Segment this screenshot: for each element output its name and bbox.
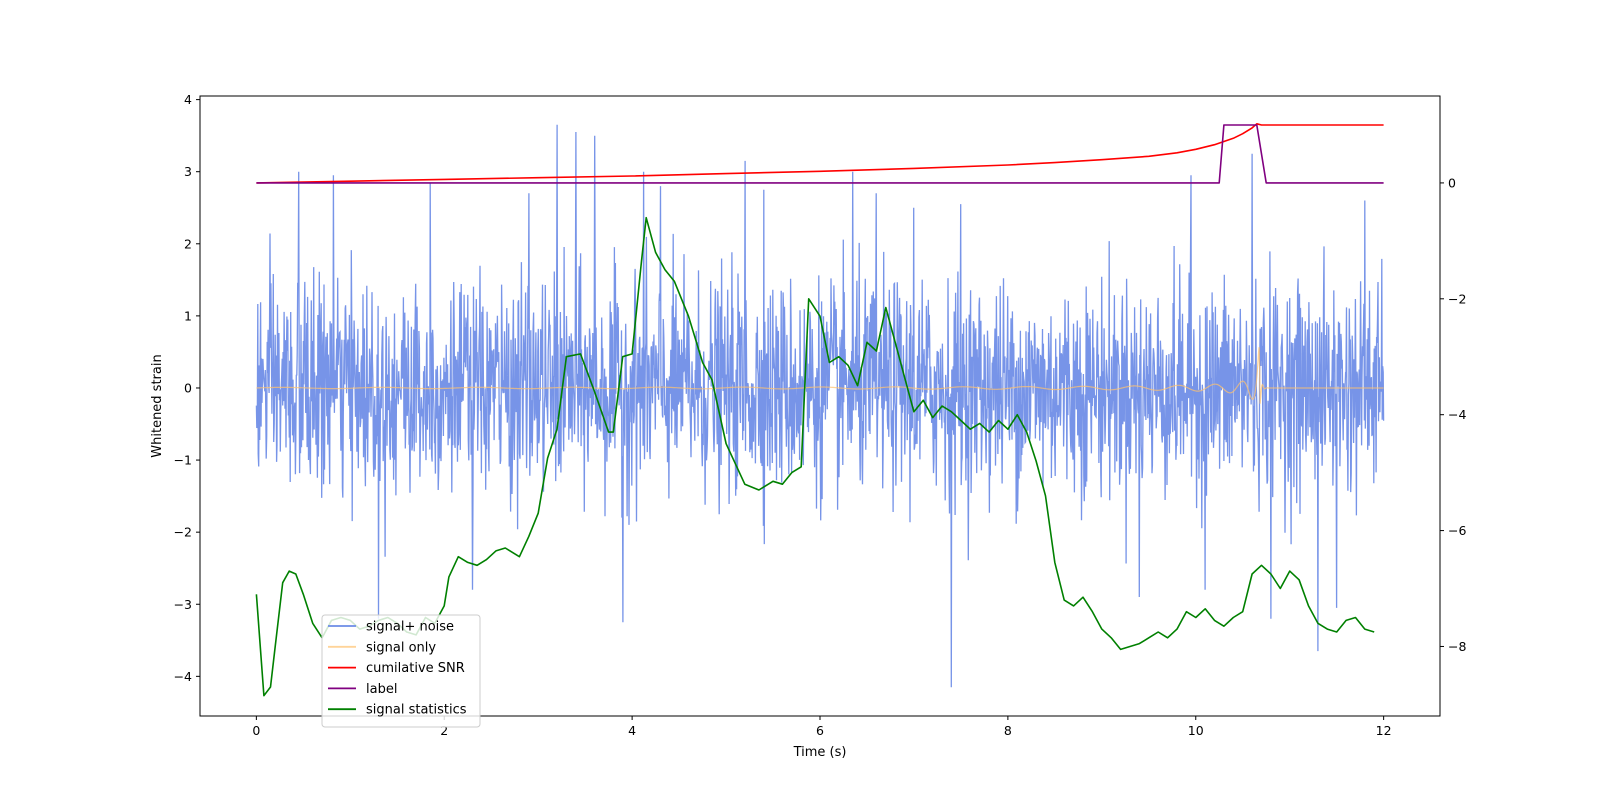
y-tick-label: −2 — [174, 525, 192, 540]
series-line-label — [256, 124, 1384, 184]
legend-label: signal+ noise — [366, 620, 454, 635]
x-tick-label: 2 — [440, 723, 448, 738]
y-tick-label: 0 — [184, 380, 192, 395]
legend-label: label — [366, 682, 397, 697]
y-tick-label: −4 — [174, 669, 192, 684]
x-tick-label: 8 — [1004, 723, 1012, 738]
x-tick-label: 4 — [628, 723, 636, 738]
legend-label: signal statistics — [366, 703, 467, 718]
legend-label: cumilative SNR — [366, 661, 465, 676]
series-line-signal-noise — [255, 124, 1385, 688]
y-tick-label: 1 — [184, 308, 192, 323]
x-axis-label: Time (s) — [793, 745, 847, 760]
legend-box — [321, 614, 481, 728]
series-line-cumilative-snr — [256, 123, 1384, 184]
y2-tick-label: −2 — [1448, 291, 1466, 306]
y2-tick-label: −4 — [1448, 407, 1466, 422]
y-tick-label: 3 — [184, 164, 192, 179]
legend: signal+ noise signal only cumilative SNR la… — [321, 614, 481, 728]
y-tick-label: 2 — [184, 236, 192, 251]
x-tick-label: 10 — [1188, 723, 1204, 738]
legend-label: signal only — [366, 640, 436, 655]
series-line-signal-only — [256, 347, 1384, 404]
y-axis-label: Whitened strain — [150, 354, 165, 457]
x-tick-label: 6 — [816, 723, 824, 738]
y2-tick-label: −8 — [1448, 639, 1466, 654]
plot-series-layer — [255, 123, 1385, 697]
y-tick-label: −3 — [174, 597, 192, 612]
y-tick-label: 4 — [184, 92, 192, 107]
y2-tick-label: 0 — [1448, 175, 1456, 190]
y2-tick-label: −6 — [1448, 523, 1466, 538]
y-tick-label: −1 — [174, 453, 192, 468]
x-tick-label: 12 — [1376, 723, 1392, 738]
x-tick-label: 0 — [252, 723, 260, 738]
